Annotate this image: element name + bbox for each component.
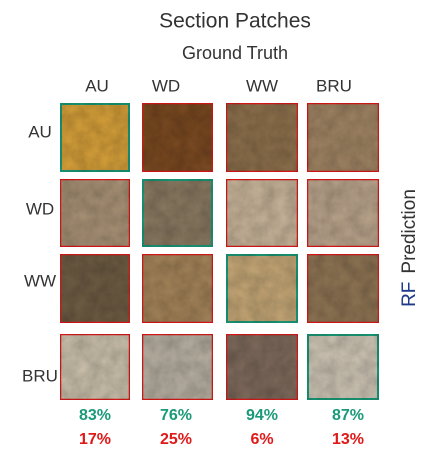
patch	[140, 177, 215, 249]
axis-text: Prediction	[399, 189, 420, 274]
column-label: WD	[152, 76, 180, 95]
patch	[140, 101, 215, 174]
incorrect-percent: 6%	[250, 431, 273, 448]
column-label: BRU	[316, 76, 352, 95]
model-name: RF	[399, 282, 420, 307]
row-label: WD	[26, 199, 54, 218]
patch	[224, 332, 300, 402]
patch	[140, 252, 215, 325]
correct-percent: 83%	[79, 407, 111, 424]
patch	[224, 101, 300, 174]
column-label: AU	[85, 76, 109, 95]
patch	[58, 101, 132, 174]
patch	[58, 177, 132, 249]
patch	[305, 177, 381, 249]
patch	[58, 332, 132, 402]
subtitle: Ground Truth	[182, 43, 288, 63]
patch	[140, 332, 215, 402]
row-label: WW	[24, 271, 56, 290]
incorrect-percent: 17%	[79, 431, 111, 448]
incorrect-percent: 13%	[332, 431, 364, 448]
correct-percent: 87%	[332, 407, 364, 424]
row-label: AU	[28, 122, 52, 141]
correct-percent: 76%	[160, 407, 192, 424]
incorrect-percent: 25%	[160, 431, 192, 448]
column-label: WW	[246, 76, 278, 95]
patch	[305, 332, 381, 402]
patch	[58, 252, 132, 325]
correct-percent: 94%	[246, 407, 278, 424]
title: Section Patches	[159, 10, 311, 33]
patch	[224, 177, 300, 249]
patch	[305, 252, 381, 325]
axis-label: RF Prediction	[399, 189, 420, 307]
patch	[224, 252, 300, 325]
row-label: BRU	[22, 366, 58, 385]
patch	[305, 101, 381, 174]
